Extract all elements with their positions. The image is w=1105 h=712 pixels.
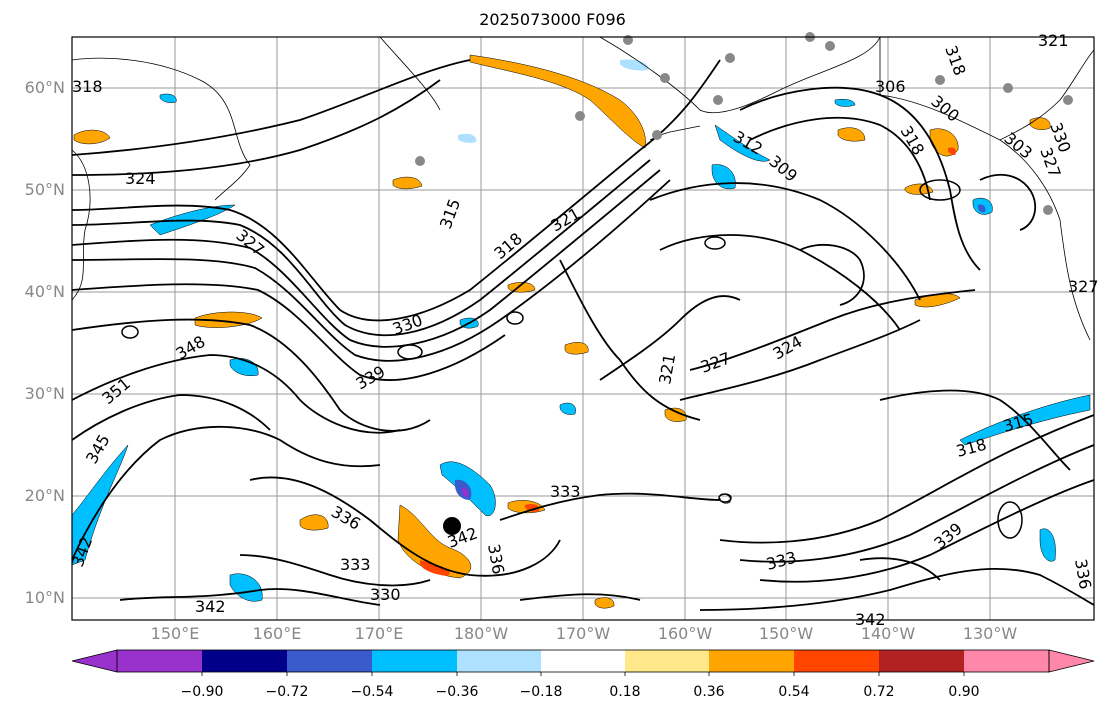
contour-label: 321 <box>1038 31 1069 50</box>
colorbar-tick-label: 0.90 <box>948 684 980 700</box>
lon-label-150w: 150°W <box>758 624 814 643</box>
contour-label: 333 <box>550 482 581 501</box>
map-panel: 318 324 327 345 348 351 342 342 336 333 … <box>68 31 1099 629</box>
lat-label-50n: 50°N <box>24 180 65 199</box>
colorbar <box>71 649 1095 676</box>
contour-label: 330 <box>370 585 401 604</box>
contour-label: 333 <box>340 555 371 574</box>
lon-label-140w: 140°W <box>860 624 916 643</box>
colorbar-swatch <box>372 650 457 672</box>
colorbar-tick-label: −0.36 <box>435 684 479 700</box>
colorbar-swatch <box>287 650 372 672</box>
lat-label-30n: 30°N <box>24 384 65 403</box>
colorbar-tick-label: 0.36 <box>693 684 725 700</box>
contour-label: 327 <box>1068 277 1099 296</box>
positive-anomaly-shading <box>73 54 1051 609</box>
closed-contours <box>121 179 1023 539</box>
coastlines <box>71 36 1095 504</box>
colorbar-tick-label: 0.72 <box>863 684 895 700</box>
lon-label-180w: 180°W <box>453 624 509 643</box>
colorbar-swatch <box>541 650 625 672</box>
lon-label-160e: 160°E <box>252 624 302 643</box>
contour-label: 318 <box>72 77 103 96</box>
colorbar-tick-label: 0.18 <box>609 684 641 700</box>
colorbar-tick-label: −0.90 <box>180 684 224 700</box>
lat-label-60n: 60°N <box>24 78 65 97</box>
colorbar-extend-low <box>71 649 118 673</box>
colorbar-swatch <box>709 650 794 672</box>
lon-label-150e: 150°E <box>150 624 200 643</box>
contour-label: 324 <box>125 169 156 188</box>
observation-stations <box>415 32 1073 215</box>
colorbar-tick-label: −0.18 <box>519 684 563 700</box>
colorbar-tick-label: −0.72 <box>265 684 309 700</box>
lat-label-10n: 10°N <box>24 588 65 607</box>
theta-contours <box>71 59 1095 611</box>
storm-center-marker <box>443 517 461 535</box>
contour-label: 342 <box>195 597 226 616</box>
colorbar-swatch <box>202 650 287 672</box>
lat-label-40n: 40°N <box>24 282 65 301</box>
colorbar-swatch <box>457 650 541 672</box>
lon-label-170w: 170°W <box>555 624 611 643</box>
contour-label: 306 <box>875 77 906 96</box>
strong-negative-shading <box>455 204 986 500</box>
map-title: 2025073000 F096 <box>479 10 626 29</box>
colorbar-tick-label: 0.54 <box>778 684 810 700</box>
map-frame <box>71 36 1095 621</box>
lon-label-130w: 130°W <box>962 624 1018 643</box>
weak-negative-shading <box>458 59 649 143</box>
colorbar-swatch <box>964 650 1049 672</box>
colorbar-swatch <box>625 650 709 672</box>
lat-label-20n: 20°N <box>24 486 65 505</box>
colorbar-extend-high <box>1048 649 1095 673</box>
lon-label-160w: 160°W <box>657 624 713 643</box>
colorbar-tick-label: −0.54 <box>350 684 394 700</box>
colorbar-swatch <box>117 650 202 672</box>
colorbar-frame <box>116 649 1050 673</box>
colorbar-swatch <box>794 650 879 672</box>
colorbar-swatch <box>879 650 964 672</box>
lon-label-170e: 170°E <box>354 624 404 643</box>
